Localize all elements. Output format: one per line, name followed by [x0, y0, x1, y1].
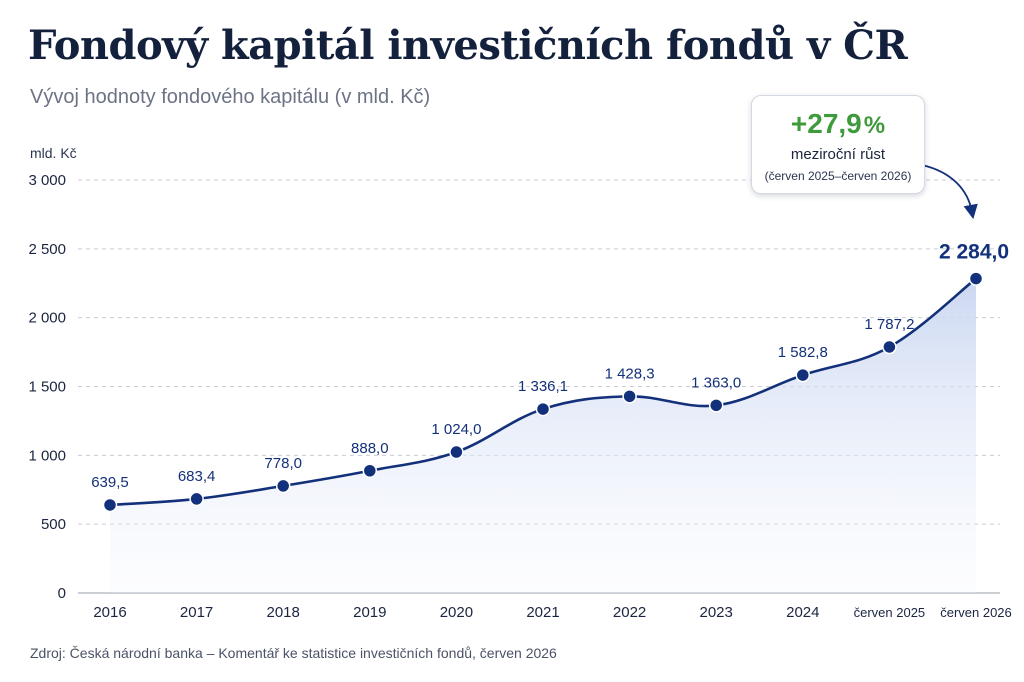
area-fill: [110, 278, 976, 593]
data-point: [968, 271, 984, 286]
y-tick-label: 3 000: [28, 172, 66, 189]
growth-period: (červen 2025–červen 2026): [764, 169, 912, 183]
data-label: 2 284,0: [939, 241, 1009, 264]
x-axis-ticks: 2016 2017 2018 2019 2020 2021 2022 2023 2024 červ…: [93, 604, 1011, 621]
data-label: 639,5: [91, 474, 129, 491]
growth-value: +27,9%: [752, 108, 924, 140]
data-point: [362, 463, 378, 479]
callout-arrow: [921, 164, 978, 220]
x-tick-label: 2023: [700, 604, 733, 621]
data-labels: 639,5 683,4 778,0 888,0 1 024,0 1 336,1 1 428,…: [91, 241, 1009, 491]
x-tick-label: 2022: [613, 604, 646, 621]
y-tick-label: 0: [58, 585, 66, 602]
data-point: [882, 339, 897, 355]
data-point: [275, 478, 291, 494]
y-tick-label: 2 000: [28, 310, 66, 327]
chart-subtitle: Vývoj hodnoty fondového kapitálu (v mld.…: [30, 86, 431, 108]
data-points: [102, 271, 984, 513]
x-tick-label: 2021: [526, 604, 559, 621]
data-point: [449, 444, 464, 460]
y-tick-label: 1 000: [28, 447, 66, 464]
x-tick-label: červen 2026: [940, 605, 1012, 620]
x-tick-label: 2016: [93, 604, 126, 621]
data-label: 888,0: [351, 440, 389, 457]
growth-value-number: +27,9: [790, 108, 862, 139]
data-label: 1 363,0: [691, 374, 741, 391]
data-point: [708, 398, 724, 413]
y-tick-label: 500: [41, 516, 66, 533]
data-label: 1 787,2: [864, 316, 914, 333]
data-point: [102, 497, 118, 513]
data-point: [622, 389, 637, 404]
data-label: 1 582,8: [778, 344, 828, 361]
source-note: Zdroj: Česká národní banka – Komentář ke…: [30, 645, 557, 661]
x-tick-label: 2018: [267, 604, 300, 621]
data-label: 778,0: [264, 455, 302, 472]
y-tick-label: 1 500: [28, 379, 66, 396]
data-label: 1 024,0: [431, 421, 481, 438]
x-tick-label: 2024: [786, 604, 819, 621]
data-label: 683,4: [178, 468, 216, 485]
y-tick-label: 2 500: [28, 241, 66, 258]
growth-label: meziroční růst: [790, 146, 886, 163]
growth-callout: +27,9% meziroční růst (červen 2025–červe…: [751, 95, 925, 194]
x-tick-label: 2019: [353, 604, 386, 621]
data-point: [535, 401, 551, 417]
x-tick-label: 2017: [180, 604, 213, 621]
growth-value-unit: %: [863, 112, 886, 139]
data-label: 1 336,1: [518, 378, 568, 395]
x-tick-label: 2020: [440, 604, 473, 621]
y-axis-unit-label: mld. Kč: [30, 145, 77, 161]
x-tick-label: červen 2025: [854, 605, 926, 620]
y-axis-ticks: 0 500 1 000 1 500 2 000 2 500 3 000: [28, 172, 66, 602]
data-label: 1 428,3: [605, 365, 655, 382]
data-point: [795, 367, 811, 383]
chart-title: Fondový kapitál investičních fondů v ČR: [28, 22, 908, 69]
data-point: [189, 491, 204, 507]
